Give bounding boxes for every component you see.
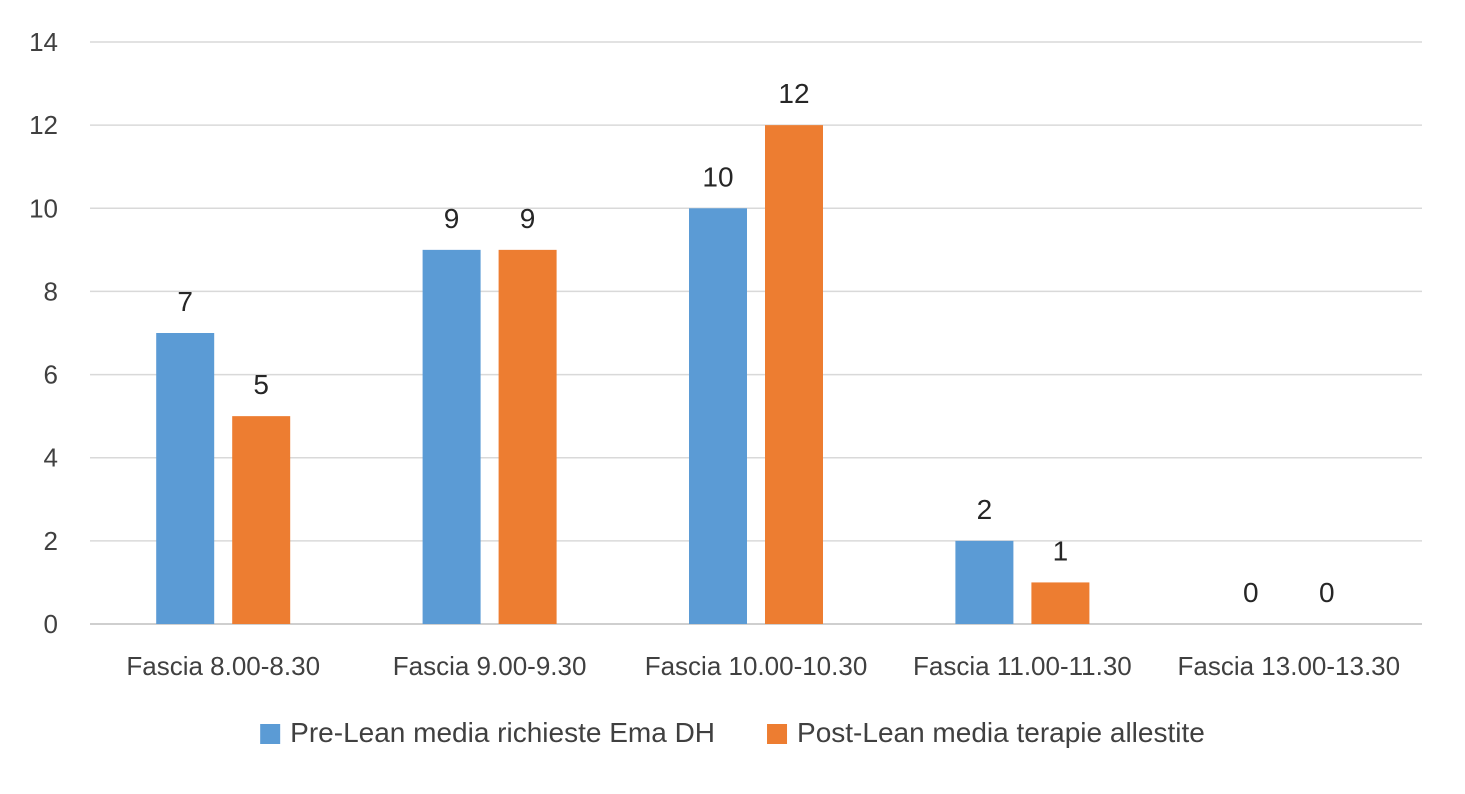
y-tick-label: 4 (44, 443, 58, 473)
bar (689, 208, 747, 625)
x-category-label: Fascia 10.00-10.30 (645, 651, 868, 681)
x-category-label: Fascia 13.00-13.30 (1178, 651, 1401, 681)
x-category-label: Fascia 8.00-8.30 (126, 651, 320, 681)
data-label: 2 (977, 494, 993, 525)
data-label: 0 (1243, 577, 1259, 608)
gridlines (90, 41, 1422, 625)
y-tick-label: 10 (29, 193, 58, 223)
x-category-label: Fascia 11.00-11.30 (913, 651, 1132, 681)
bar (422, 249, 481, 624)
y-tick-label: 6 (44, 360, 58, 390)
data-label: 5 (253, 369, 269, 400)
legend-swatch (767, 724, 788, 744)
legend: Pre-Lean media richieste Ema DH Post-Lean… (260, 717, 1205, 748)
legend-label: Pre-Lean media richieste Ema DH (290, 717, 715, 748)
y-tick-label: 14 (29, 27, 58, 57)
y-tick-label: 2 (44, 526, 58, 556)
legend-swatch (260, 724, 281, 744)
data-label: 10 (702, 161, 733, 192)
data-label: 7 (177, 286, 193, 317)
bar (232, 416, 291, 624)
y-tick-label: 0 (44, 609, 58, 639)
y-tick-label: 8 (44, 276, 58, 306)
y-axis-ticks: 0 2 4 6 8 10 12 14 (29, 27, 58, 639)
legend-label: Post-Lean media terapie allestite (797, 717, 1205, 748)
data-label: 12 (778, 78, 809, 109)
bar (156, 333, 215, 624)
bar (1031, 582, 1090, 624)
data-label: 1 (1053, 535, 1069, 566)
data-label: 9 (444, 203, 460, 234)
bar (955, 540, 1014, 624)
bar (498, 249, 557, 624)
x-category-label: Fascia 9.00-9.30 (393, 651, 587, 681)
y-tick-label: 12 (29, 110, 58, 140)
data-label: 9 (520, 203, 536, 234)
x-axis-categories: Fascia 8.00-8.30 Fascia 9.00-9.30 Fascia 1… (126, 651, 1400, 681)
data-label: 0 (1319, 577, 1335, 608)
bars (156, 125, 1090, 625)
bar (765, 125, 823, 625)
